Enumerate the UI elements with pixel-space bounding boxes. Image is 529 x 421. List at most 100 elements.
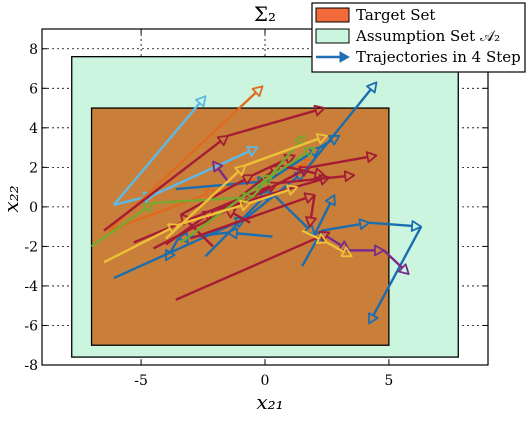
trajectory-segment: [309, 194, 316, 218]
trajectory-segment: [301, 237, 319, 267]
trajectory-segment: [277, 174, 346, 185]
trajectory-segment: [90, 207, 147, 248]
x-tick-label: 5: [384, 373, 393, 389]
trajectory-segment: [301, 229, 320, 240]
trajectory-arrowhead: [294, 134, 306, 147]
trajectory-segment: [269, 190, 309, 230]
y-tick-label: -8: [24, 358, 38, 374]
trajectory-arrowhead: [142, 202, 155, 214]
trajectory-arrowhead: [315, 133, 328, 145]
trajectory-segment: [186, 220, 214, 248]
trajectory-segment: [251, 141, 300, 198]
trajectory-segment: [321, 223, 361, 232]
trajectory-arrowhead: [410, 220, 423, 232]
trajectory-segment: [303, 88, 372, 173]
trajectory-segment: [244, 137, 319, 167]
trajectory-segment: [372, 226, 423, 317]
trajectory-23: [165, 133, 328, 240]
trajectory-segment: [133, 185, 270, 244]
trajectory-segment: [313, 202, 332, 236]
trajectory-arrowhead: [328, 134, 341, 146]
y-axis-title: x₂₂: [0, 185, 23, 212]
legend-swatch-target-set: [315, 7, 350, 23]
trajectory-arrowhead: [343, 170, 356, 183]
trajectory-arrowhead: [266, 181, 279, 193]
trajectory-arrowhead: [241, 174, 254, 185]
trajectory-arrowhead: [358, 218, 370, 231]
trajectory-segment: [236, 232, 273, 238]
y-tick-label: 2: [29, 160, 38, 176]
trajectory-segment: [326, 235, 343, 247]
trajectory-arrowhead: [313, 167, 326, 180]
trajectory-segment: [227, 109, 317, 137]
trajectory-segment: [153, 150, 250, 197]
y-tick-label: -6: [24, 318, 38, 334]
trajectory-14: [190, 192, 317, 240]
legend: Target Set Assumption Set 𝒜₂ Trajectorie…: [311, 2, 526, 73]
trajectory-segment: [165, 215, 207, 246]
trajectory-segment: [180, 178, 246, 216]
trajectory-segment: [309, 155, 368, 169]
trajectory-segment: [113, 196, 146, 207]
trajectory-arrowhead: [164, 249, 176, 262]
trajectory-segment: [169, 237, 180, 254]
trajectory-arrowhead: [397, 263, 410, 275]
y-tick-label: -4: [24, 279, 38, 295]
legend-label-trajectories: Trajectories in 4 Step: [356, 48, 521, 66]
trajectory-arrowhead: [303, 192, 316, 204]
trajectory-arrowhead: [239, 199, 252, 212]
trajectory-10: [175, 230, 331, 301]
trajectory-segment: [103, 140, 222, 232]
trajectory-5: [113, 81, 378, 280]
trajectory-arrowhead: [268, 164, 281, 176]
trajectory-arrowhead: [305, 216, 317, 228]
trajectory-arrowhead: [374, 244, 385, 257]
trajectory-segment: [368, 221, 413, 228]
trajectory-arrowhead: [234, 164, 247, 177]
trajectory-segment: [190, 196, 307, 240]
y-tick-label: 0: [29, 200, 38, 216]
trajectory-arrowhead: [286, 184, 299, 196]
trajectory-arrowhead: [303, 146, 316, 158]
trajectory-segment: [113, 221, 238, 280]
trajectory-arrowhead: [365, 151, 378, 163]
trajectory-1: [112, 95, 207, 206]
x-tick-label: 0: [261, 373, 270, 389]
trajectories-layer: [90, 81, 423, 325]
trajectory-arrowhead: [261, 174, 274, 186]
trajectory-13: [133, 170, 356, 244]
trajectory-19: [212, 160, 229, 182]
trajectory-segment: [232, 212, 251, 224]
trajectory-segment: [217, 167, 229, 182]
y-tick-label: -2: [24, 239, 38, 255]
trajectory-arrowhead: [315, 233, 328, 244]
trajectory-18: [326, 235, 410, 275]
trajectory-segment: [271, 151, 308, 177]
trajectory-arrowhead: [366, 81, 378, 94]
trajectory-arrowhead: [216, 134, 229, 147]
trajectory-arrowhead: [195, 95, 207, 108]
trajectory-arrowhead: [324, 194, 336, 207]
y-tick-label: 6: [29, 81, 38, 97]
tick-labels-layer: -5 0 5 -8 -6 -4 -2 0 2 4 6 8: [24, 42, 393, 389]
legend-label-target-set: Target Set: [356, 6, 435, 24]
trajectory-segment: [103, 227, 171, 264]
trajectory-arrowhead: [251, 85, 264, 98]
trajectory-12: [103, 104, 326, 232]
trajectory-arrowhead: [340, 246, 353, 258]
legend-label-assumption-set: Assumption Set 𝒜₂: [355, 27, 500, 45]
trajectory-segment: [249, 188, 290, 205]
trajectory-24: [301, 229, 353, 258]
x-axis-title: x₂₁: [256, 390, 283, 414]
trajectory-segment: [326, 241, 345, 253]
trajectory-segment: [383, 249, 404, 269]
trajectory-arrowhead: [226, 227, 239, 240]
trajectory-segment: [165, 170, 240, 240]
trajectory-segment: [112, 102, 201, 206]
trajectory-segment: [244, 175, 299, 220]
trajectory-arrowhead: [368, 312, 379, 325]
chart-title: Σ₂: [254, 2, 276, 26]
trajectory-arrowhead: [212, 160, 224, 173]
